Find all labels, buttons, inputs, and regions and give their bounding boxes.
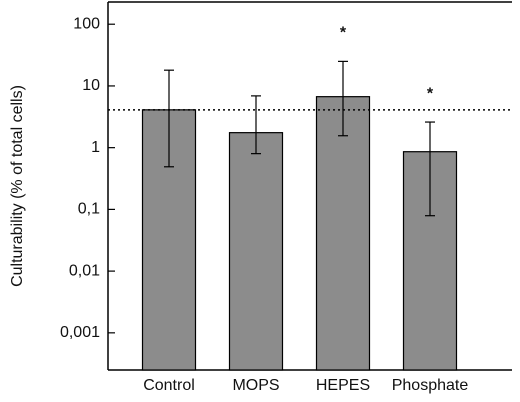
annotation: * <box>427 85 434 102</box>
x-tick-label: Control <box>143 377 195 394</box>
y-tick-label: 10 <box>82 77 100 94</box>
error-bar <box>164 69 174 168</box>
bar <box>315 96 371 371</box>
error-bar <box>251 95 261 155</box>
bar <box>228 132 284 371</box>
error-bar <box>338 60 348 137</box>
error-bar <box>425 121 435 217</box>
y-tick-label: 0,01 <box>69 262 100 279</box>
y-tick-label: 1 <box>91 139 100 156</box>
x-tick-label: Phosphate <box>392 377 469 394</box>
y-tick-label: 0,001 <box>60 324 100 341</box>
annotation: * <box>340 25 347 42</box>
y-tick-label: 100 <box>73 15 100 32</box>
x-tick-label: HEPES <box>316 377 370 394</box>
y-tick-label: 0,1 <box>78 201 100 218</box>
y-axis-label: Culturability (% of total cells) <box>9 85 26 287</box>
x-tick-label: MOPS <box>232 377 279 394</box>
